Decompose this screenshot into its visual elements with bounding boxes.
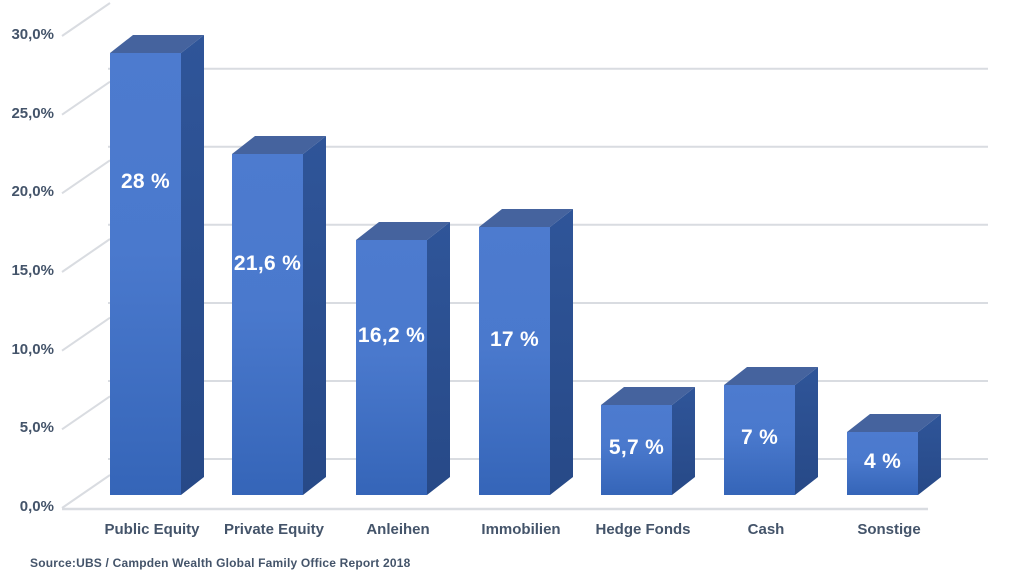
bar-side-face: [550, 209, 573, 495]
bar-side-face: [918, 414, 941, 495]
y-axis-tick-label: 15,0%: [11, 262, 54, 279]
bar-value-label: 17 %: [489, 328, 540, 351]
tick-connector-line: [61, 395, 111, 431]
bar-top-face: [724, 367, 818, 385]
tick-connector-line: [61, 159, 111, 195]
bar-top-face: [479, 209, 573, 227]
bar-value-label: 21,6 %: [233, 252, 302, 275]
y-axis-tick-label: 10,0%: [11, 340, 54, 358]
bar-value-label: 7 %: [740, 426, 779, 449]
category-label-cash: Cash: [747, 521, 785, 538]
bar-side-face: [672, 387, 695, 495]
category-label-hedge-fonds: Hedge Fonds: [595, 521, 691, 538]
y-axis-tick-label: 25,0%: [11, 104, 54, 122]
bar-value-label: 16,2 %: [357, 324, 426, 347]
bar-top-face: [232, 136, 326, 154]
category-label-anleihen: Anleihen: [366, 521, 430, 538]
bar-front-face: [356, 240, 427, 495]
bar-front-face: [724, 385, 795, 495]
bar-side-face: [795, 367, 818, 495]
y-axis-tick-label: 20,0%: [11, 183, 54, 201]
bar-top-face: [847, 414, 941, 432]
bar-front-face: [601, 405, 672, 495]
y-axis-tick-label: 5,0%: [19, 419, 54, 437]
bar-front-face: [847, 432, 918, 495]
tick-connector-line: [61, 80, 111, 116]
tick-connector-line: [61, 316, 111, 352]
bar-front-face: [232, 154, 303, 495]
bar-front-face: [110, 53, 181, 495]
bar-side-face: [303, 136, 326, 495]
bar-side-face: [427, 222, 450, 495]
bar-top-face: [601, 387, 695, 405]
source-text: Source:UBS / Campden Wealth Global Famil…: [30, 556, 411, 570]
bar-front-face: [479, 227, 550, 495]
category-label-immobilien: Immobilien: [481, 521, 561, 538]
bar-top-face: [356, 222, 450, 240]
bar-top-face: [110, 35, 204, 53]
y-axis-tick-label: 0,0%: [19, 498, 54, 515]
bar-value-label: 4 %: [863, 450, 902, 473]
bar-value-label: 28 %: [120, 170, 171, 193]
category-label-sonstige: Sonstige: [857, 521, 921, 538]
tick-connector-line: [61, 238, 111, 273]
y-axis-tick-label: 30,0%: [11, 26, 54, 43]
bar-value-label: 5,7 %: [608, 436, 665, 459]
bar-side-face: [181, 35, 204, 495]
category-label-private-equity: Private Equity: [223, 521, 325, 538]
tick-connector-line: [61, 474, 111, 509]
tick-connector-line: [61, 2, 111, 37]
category-label-public-equity: Public Equity: [104, 521, 200, 538]
